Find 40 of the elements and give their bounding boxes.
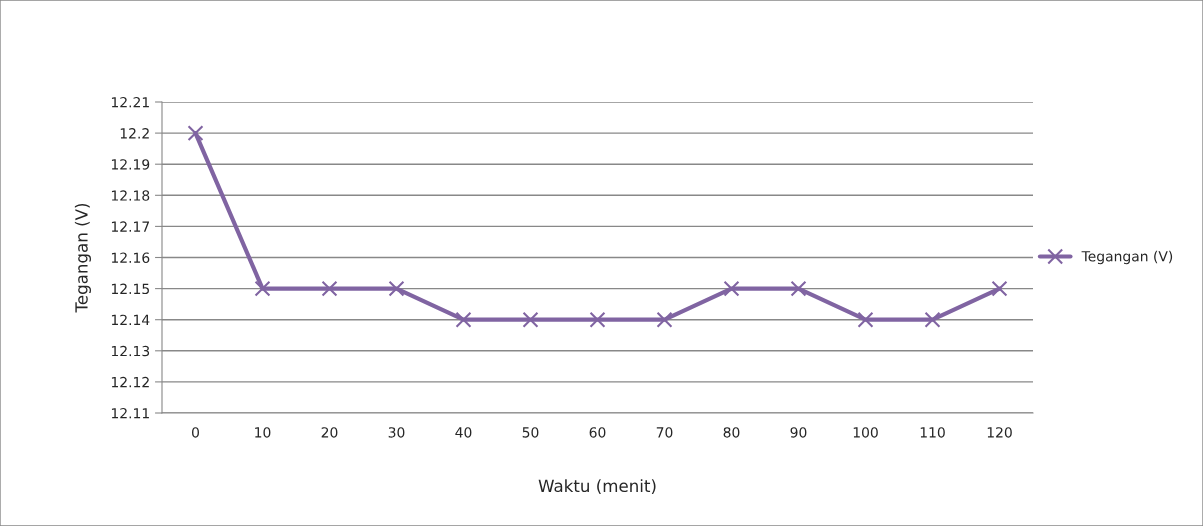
x-tick-label: 80 bbox=[723, 427, 740, 438]
point bbox=[991, 280, 1008, 297]
x-tick-label: 20 bbox=[321, 427, 338, 438]
y-tick-label: 12.21 bbox=[111, 96, 149, 108]
point bbox=[589, 311, 606, 328]
point bbox=[924, 311, 941, 328]
y-tick-label: 12.2 bbox=[120, 128, 149, 139]
point bbox=[187, 125, 204, 142]
x-tick-label: 90 bbox=[790, 427, 807, 438]
point bbox=[455, 311, 472, 328]
y-tick-label: 12.18 bbox=[111, 190, 150, 201]
point bbox=[857, 311, 874, 328]
legend-label: Tegangan (V) bbox=[1081, 250, 1173, 265]
x-tick-label: 70 bbox=[656, 427, 673, 438]
x-tick-label: 120 bbox=[987, 427, 1012, 438]
y-tick-label: 12.15 bbox=[111, 283, 149, 295]
point bbox=[388, 280, 405, 297]
x-tick-label: 50 bbox=[522, 427, 539, 438]
y-axis-title: Tegangan (V) bbox=[74, 203, 91, 313]
y-tick-label: 12.16 bbox=[111, 252, 150, 263]
point bbox=[254, 280, 271, 297]
y-tick-label: 12.14 bbox=[111, 314, 150, 325]
x-axis-title: Waktu (menit) bbox=[538, 479, 656, 495]
x-tick-label: 0 bbox=[192, 427, 199, 438]
point bbox=[522, 311, 539, 328]
y-tick-label: 12.17 bbox=[111, 221, 150, 232]
x-tick-label: 60 bbox=[589, 427, 606, 438]
y-tick-label: 12.13 bbox=[111, 345, 150, 357]
y-tick-label: 12.12 bbox=[111, 376, 149, 388]
point bbox=[656, 311, 673, 328]
y-tick-label: 12.11 bbox=[111, 407, 149, 419]
point bbox=[790, 280, 807, 297]
point bbox=[723, 280, 740, 297]
y-tick-label: 12.19 bbox=[111, 159, 150, 170]
point bbox=[321, 280, 338, 297]
x-tick-label: 10 bbox=[255, 427, 271, 438]
x-tick-label: 110 bbox=[920, 427, 945, 438]
x-tick-label: 100 bbox=[853, 427, 878, 438]
x-tick-label: 30 bbox=[388, 427, 405, 438]
x-tick-label: 40 bbox=[455, 427, 472, 438]
